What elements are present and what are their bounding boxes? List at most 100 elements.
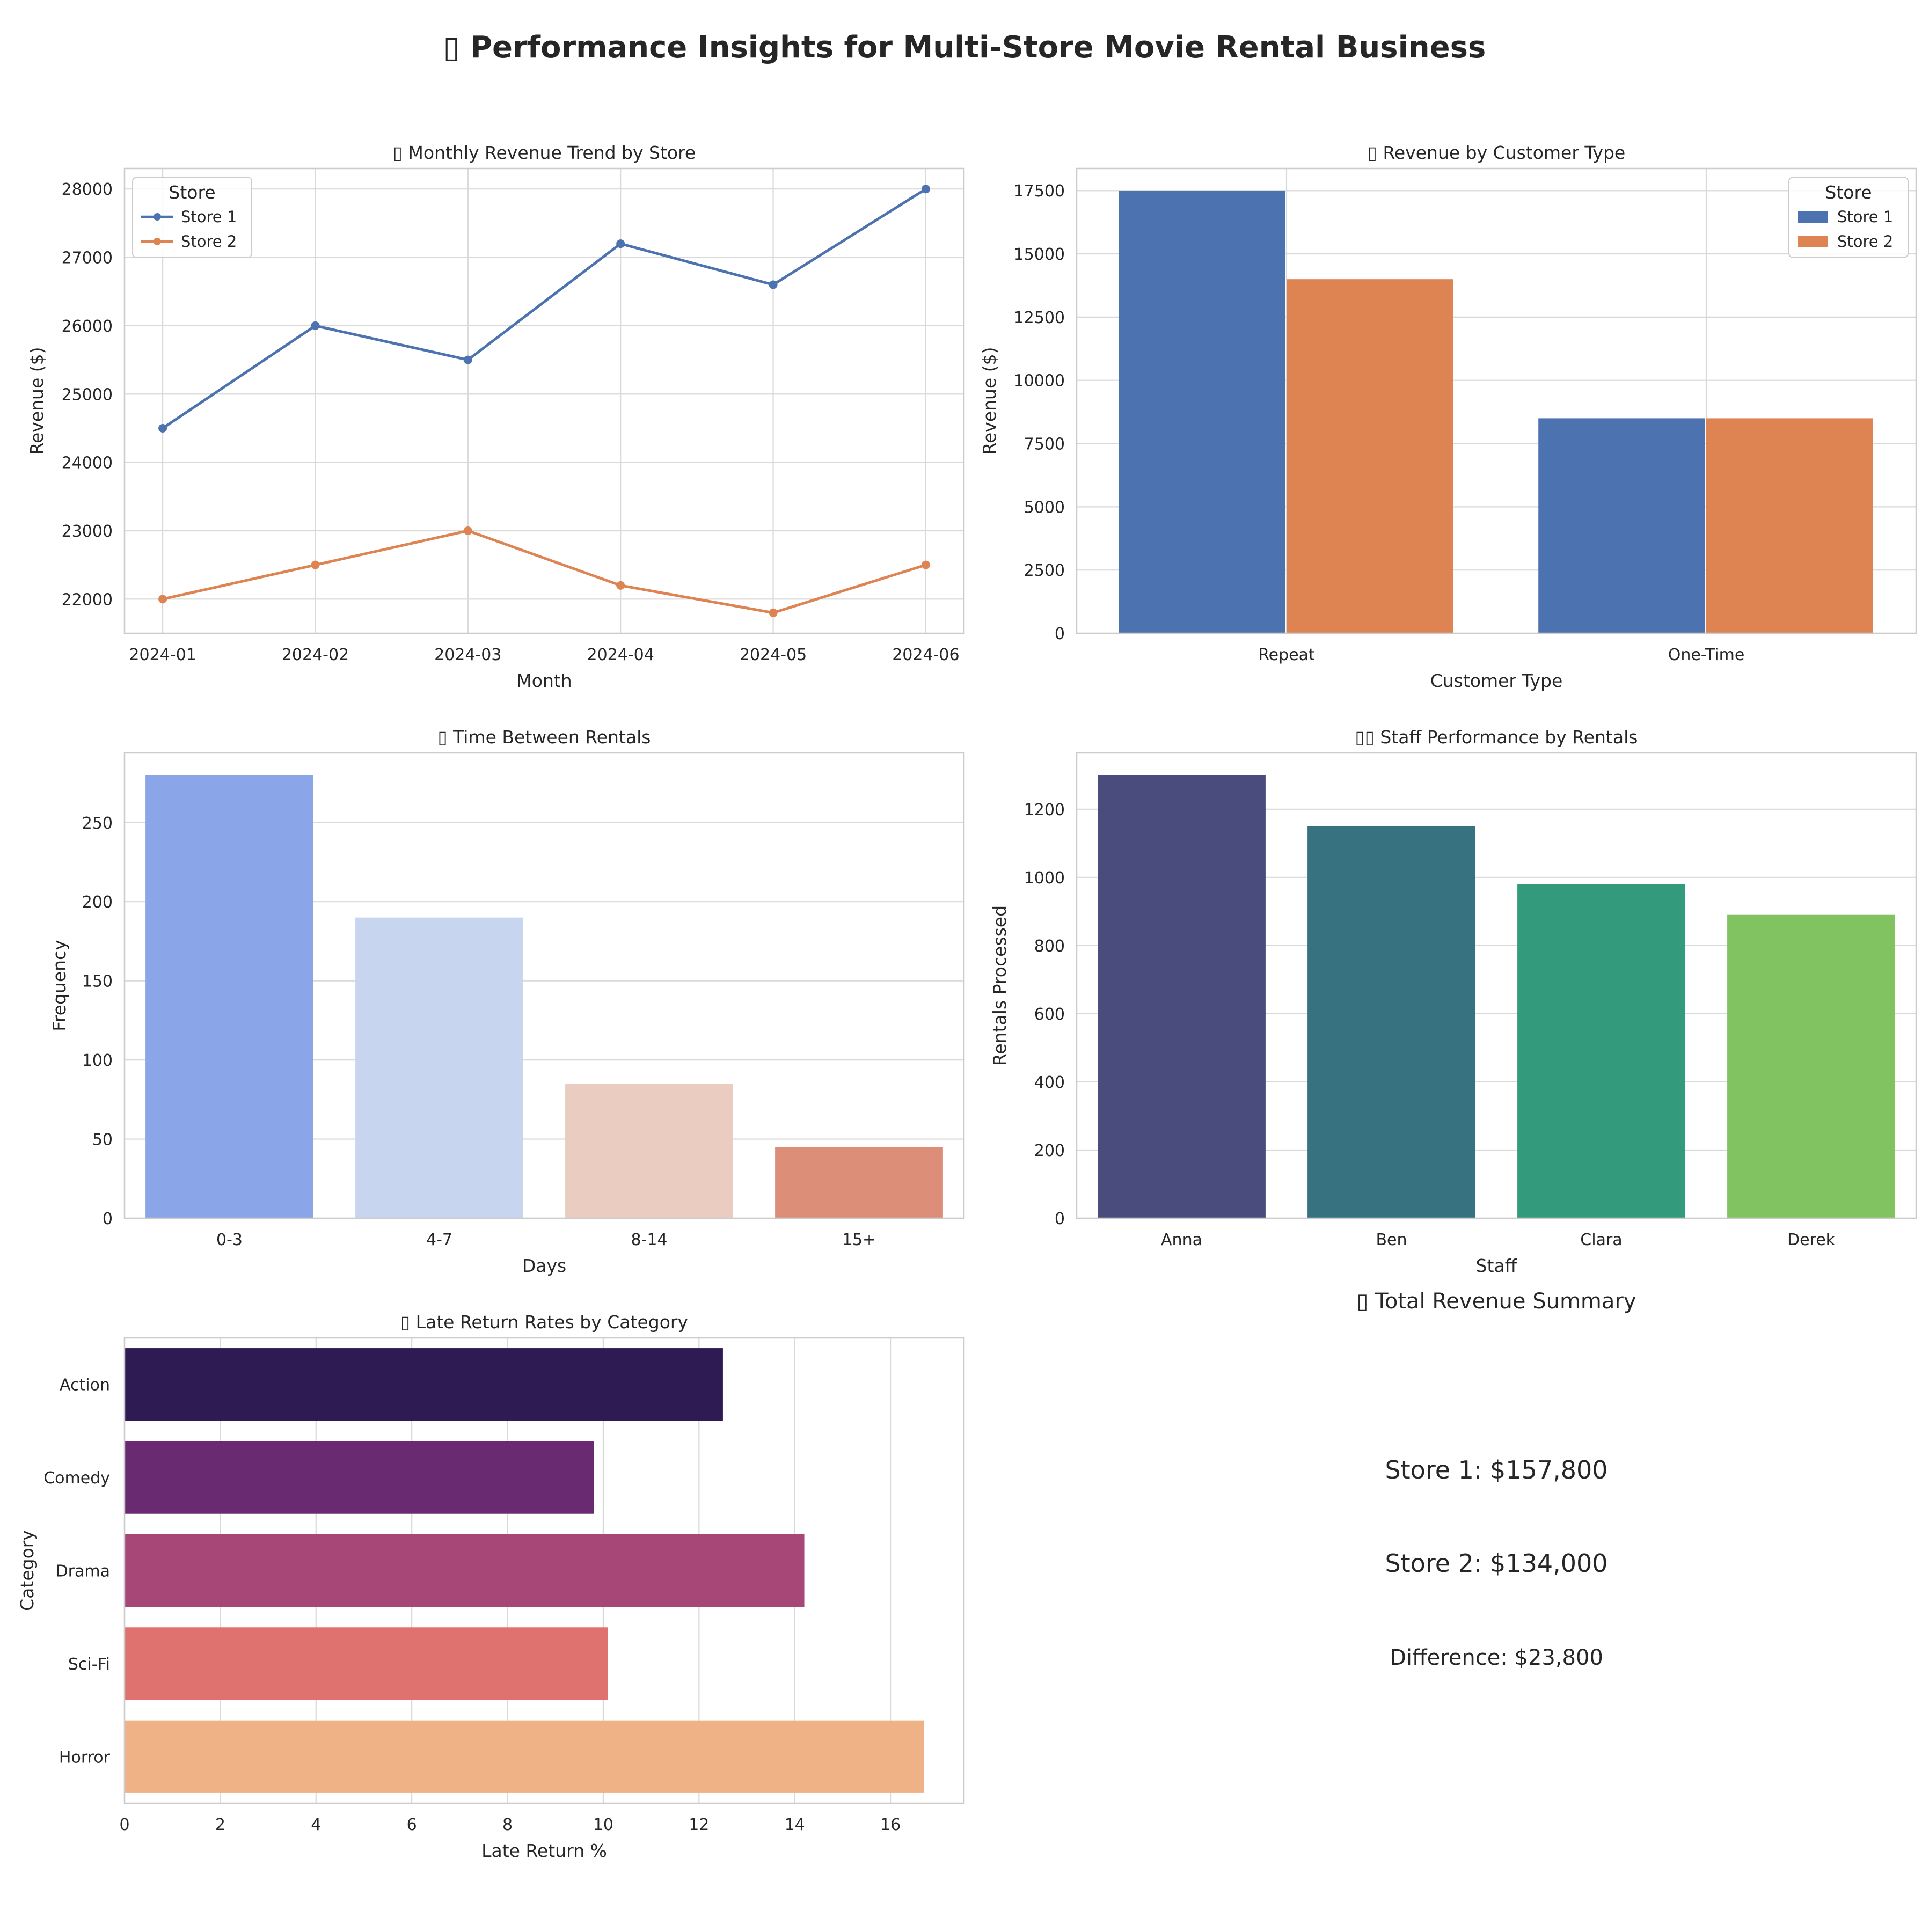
x-tick-label: Anna — [1161, 1231, 1202, 1249]
y-tick-label: 10000 — [1014, 372, 1065, 391]
y-tick-label: 0 — [1055, 625, 1065, 643]
plot-border — [123, 752, 965, 1219]
y-tick-label: 7500 — [1024, 435, 1065, 454]
plot-border — [1076, 752, 1917, 1219]
revenue-difference: Difference: $23,800 — [1390, 1645, 1603, 1670]
x-axis-label: Staff — [1476, 1255, 1518, 1276]
y-tick-label: 5000 — [1024, 498, 1065, 517]
y-tick-label: 28000 — [62, 180, 113, 199]
bar — [1517, 884, 1685, 1218]
y-tick-label: 200 — [82, 893, 113, 912]
bar — [1098, 775, 1266, 1218]
legend-title: Store — [169, 182, 215, 203]
plot-border — [1076, 167, 1917, 634]
x-tick-label: 0-3 — [216, 1231, 243, 1249]
x-tick-label: Derek — [1787, 1231, 1836, 1249]
y-tick-label: 23000 — [62, 522, 113, 541]
x-tick-label: 2024-03 — [434, 646, 501, 664]
x-tick-label: Ben — [1376, 1231, 1407, 1249]
data-point — [769, 608, 778, 617]
rental-gap-chart: 0 50 100 150 200 250 0-3 4-7 8-14 15+ ▯ Time Betwe… — [49, 727, 965, 1276]
x-axis-label: Late Return % — [481, 1840, 607, 1861]
x-tick-label: 0 — [119, 1816, 129, 1834]
revenue-summary-panel: ▯ Total Revenue Summary Store 1: $157,800… — [1356, 1289, 1636, 1670]
legend-swatch — [1798, 236, 1828, 247]
chart-title: ▯▯ Staff Performance by Rentals — [1355, 727, 1638, 748]
bar — [1538, 418, 1705, 633]
monthly-revenue-chart: 22000 23000 24000 25000 26000 27000 28000 2024-… — [26, 142, 965, 691]
y-tick-label: 150 — [82, 972, 113, 991]
x-tick-label: 2024-02 — [282, 646, 349, 664]
legend-entry: Store 2 — [1837, 232, 1893, 251]
legend-title: Store — [1825, 182, 1872, 203]
y-tick-label: 25000 — [62, 385, 113, 404]
x-tick-label: 6 — [407, 1816, 417, 1834]
legend-entry: Store 1 — [181, 208, 237, 226]
y-tick-label: 1200 — [1024, 801, 1065, 819]
legend-swatch — [1798, 211, 1828, 223]
y-tick-label: 0 — [103, 1210, 113, 1228]
bar — [355, 917, 523, 1218]
figure-title: ▯ Performance Insights for Multi-Store M… — [443, 30, 1486, 65]
data-point — [769, 280, 778, 289]
y-tick-label: Drama — [56, 1562, 110, 1581]
x-tick-label: 8 — [502, 1816, 513, 1834]
y-tick-label: 200 — [1034, 1141, 1065, 1160]
plot-area — [125, 169, 964, 633]
late-return-chart: 0 2 4 6 8 10 12 14 16 Action Comedy Drama Sci-Fi Horr… — [17, 1312, 965, 1861]
chart-title: ▯ Revenue by Customer Type — [1368, 142, 1625, 163]
x-tick-label: Repeat — [1258, 646, 1315, 664]
data-point — [921, 185, 930, 194]
bar — [125, 1441, 594, 1514]
y-tick-label: Comedy — [43, 1469, 110, 1488]
y-tick-label: 250 — [82, 814, 113, 833]
data-point — [311, 560, 320, 569]
bar — [125, 1534, 805, 1607]
legend-marker — [154, 238, 161, 245]
y-tick-label: 12500 — [1014, 309, 1065, 327]
x-tick-label: 2024-01 — [129, 646, 196, 664]
y-axis-label: Category — [17, 1530, 38, 1611]
x-axis-label: Month — [516, 670, 572, 691]
series-line — [162, 529, 926, 614]
store2-total: Store 2: $134,000 — [1385, 1549, 1608, 1578]
plot-border — [123, 167, 965, 634]
legend-marker — [154, 213, 161, 221]
y-tick-label: Action — [60, 1376, 110, 1395]
store1-total: Store 1: $157,800 — [1385, 1455, 1608, 1484]
legend-entry: Store 1 — [1837, 208, 1893, 226]
bar — [145, 775, 313, 1218]
x-tick-label: 2024-05 — [740, 646, 807, 664]
x-tick-label: 2024-06 — [892, 646, 959, 664]
summary-title: ▯ Total Revenue Summary — [1356, 1289, 1636, 1314]
x-tick-label: One-Time — [1668, 646, 1745, 664]
y-tick-label: 50 — [92, 1131, 113, 1150]
x-tick-label: 15+ — [842, 1231, 876, 1249]
series-line — [162, 188, 927, 430]
x-tick-label: 12 — [689, 1816, 709, 1834]
bar — [565, 1084, 733, 1218]
x-tick-label: Clara — [1580, 1231, 1622, 1249]
x-tick-label: 4 — [311, 1816, 321, 1834]
x-axis-label: Customer Type — [1430, 670, 1563, 691]
bar — [775, 1147, 943, 1218]
customer-type-chart: 0 2500 5000 7500 10000 12500 15000 17500 Repeat O… — [979, 142, 1917, 691]
y-axis-label: Rentals Processed — [989, 905, 1010, 1066]
bar — [125, 1348, 723, 1421]
x-tick-label: 4-7 — [426, 1231, 452, 1249]
y-tick-label: 2500 — [1024, 561, 1065, 580]
y-tick-label: Horror — [59, 1748, 111, 1767]
data-point — [311, 321, 320, 330]
y-tick-label: 22000 — [62, 590, 113, 609]
y-axis-label: Revenue ($) — [26, 347, 47, 455]
bar — [1119, 191, 1285, 633]
legend-entry: Store 2 — [181, 232, 237, 251]
data-point — [616, 581, 625, 590]
data-point — [463, 355, 472, 364]
chart-title: ▯ Time Between Rentals — [438, 727, 651, 748]
y-tick-label: 15000 — [1014, 245, 1065, 264]
plot-border — [123, 1337, 965, 1804]
chart-title: ▯ Late Return Rates by Category — [400, 1312, 688, 1333]
x-tick-label: 2 — [215, 1816, 225, 1834]
